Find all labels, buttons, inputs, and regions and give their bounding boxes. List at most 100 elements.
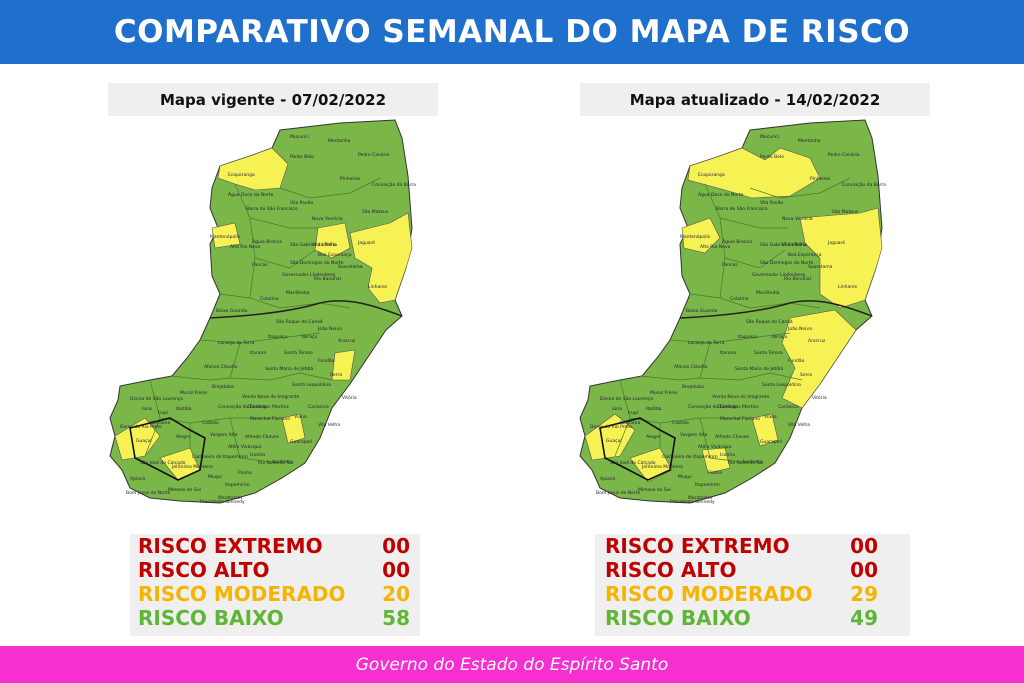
map-label: Pedro Canário: [358, 151, 390, 158]
stat-row-baixo: RISCO BAIXO 58: [130, 606, 420, 630]
map-label: Santa Leopoldina: [292, 382, 331, 388]
map-label: Vargem Alta: [680, 432, 708, 438]
moderate-zone-east: [799, 207, 883, 309]
stat-value: 20: [382, 582, 410, 606]
map-label: Marataízes: [688, 494, 713, 501]
map-label: Montanha: [798, 138, 821, 144]
map-label: Pancas: [252, 262, 268, 268]
map-label: Muqui: [208, 474, 222, 480]
map-label: Vitória: [812, 394, 827, 401]
map-label: Pedro Canário: [828, 151, 860, 158]
stat-label: RISCO BAIXO: [605, 606, 751, 630]
stat-value: 49: [850, 606, 878, 630]
map-label: Pinheiros: [810, 176, 831, 182]
map-label: Vila Valério: [312, 241, 337, 248]
map-label: Laranja da Terra: [218, 340, 255, 346]
map-label: Vargem Alta: [210, 432, 238, 438]
map-label: Serra: [800, 372, 812, 378]
stat-label: RISCO ALTO: [138, 558, 270, 582]
map-label: São Domingos do Norte: [290, 260, 344, 266]
map-label: Pancas: [722, 262, 738, 268]
map-label: Águia Branca: [252, 238, 282, 245]
map-label: Conceição do Castelo: [218, 404, 267, 410]
municipal-borders: [144, 177, 381, 464]
map-label: Rio Bananal: [314, 276, 341, 282]
moderate-zone-coast: [781, 309, 857, 409]
map-label: Itaguaçu: [268, 334, 288, 340]
map-label: Irupi: [628, 410, 638, 416]
map-label: Iúna: [612, 405, 622, 412]
map-label: São Mateus: [832, 209, 859, 215]
map-label: Rio Novo do Sul: [728, 460, 764, 466]
map-label: João Neiva: [787, 326, 812, 332]
map-label: Itaguaçu: [738, 334, 758, 340]
map-label: Linhares: [368, 284, 388, 290]
map-label: Atílio Vivácqua: [228, 443, 262, 450]
stat-label: RISCO BAIXO: [138, 606, 284, 630]
map-label: Boa Esperança: [318, 252, 352, 258]
map-label: Dores do Rio Preto: [590, 424, 632, 430]
moderate-zone-west: [681, 217, 721, 254]
map-label: Mantenópolis: [210, 233, 241, 240]
map-label: Alfredo Chaves: [245, 434, 280, 440]
map-label: Apiacá: [130, 475, 145, 482]
map-label: Santa Teresa: [754, 350, 783, 356]
map-label: Irupi: [158, 410, 168, 416]
map-label: Jerônimo Monteiro: [641, 463, 683, 470]
map-label: Santa Teresa: [284, 350, 313, 356]
map-label: Ibitirama: [620, 420, 640, 426]
map-label: Ponto Belo: [290, 154, 314, 160]
map-label: Iúna: [142, 405, 152, 412]
map-label: Venda Nova do Imigrante: [712, 394, 769, 400]
stat-value: 00: [850, 534, 878, 558]
map-label: Governador Lindenberg: [752, 272, 805, 278]
highlight-region-outline: [129, 417, 206, 481]
highlight-region-outline: [599, 417, 676, 481]
map-label: São Domingos do Norte: [760, 260, 814, 266]
map-label: Alegre: [176, 434, 191, 440]
municipal-borders: [614, 177, 851, 464]
map-label: Colatina: [730, 296, 749, 302]
map-label: Guaçuí: [136, 437, 152, 444]
map-label: Jerônimo Monteiro: [171, 463, 213, 470]
doce-river: [209, 300, 403, 319]
map-label: Mantenópolis: [680, 233, 711, 240]
map-label: Mimoso do Sul: [638, 487, 671, 493]
map-label: Domingos Martins: [248, 404, 289, 410]
map-label: Sooretama: [808, 264, 833, 270]
map-label: Ponto Belo: [760, 154, 784, 160]
map-label: Governador Lindenberg: [282, 272, 335, 278]
map-label: Água Doce do Norte: [698, 191, 744, 198]
map-label: Aracruz: [808, 338, 826, 344]
stat-label: RISCO EXTREMO: [138, 534, 323, 558]
map-label: Marataízes: [218, 494, 243, 501]
map-label: Mimoso do Sul: [168, 487, 201, 493]
map-label: São Gabriel da Palha: [760, 242, 807, 248]
map-label: Nova Venécia: [312, 215, 343, 222]
map-label: Muniz Freire: [650, 390, 677, 396]
map-label: Iconha: [720, 452, 735, 458]
map-label: Presidente Kennedy: [200, 499, 245, 505]
map-label: Aracruz: [338, 338, 356, 344]
map-label: Atílio Vivácqua: [698, 443, 732, 450]
stat-row-moderado: RISCO MODERADO 29: [595, 582, 910, 606]
state-map-group: [109, 119, 413, 504]
map-label: Pinheiros: [340, 176, 361, 182]
stat-row-alto: RISCO ALTO 00: [130, 558, 420, 582]
moderate-zone-southwest: [114, 417, 161, 461]
stat-row-alto: RISCO ALTO 00: [595, 558, 910, 582]
map-label: Alfredo Chaves: [715, 434, 750, 440]
map-label: Colatina: [260, 296, 279, 302]
map-label: Conceição da Barra: [842, 182, 886, 188]
map-label: Ibatiba: [176, 406, 192, 412]
map-label: Alto Rio Novo: [230, 244, 261, 250]
map-label: Muqui: [678, 474, 692, 480]
map-label: Cariacica: [308, 404, 329, 410]
map-label: São José do Calçado: [610, 459, 656, 466]
panel-updated-map: Mapa atualizado - 14/02/2022 Mucurici Mo…: [520, 80, 1000, 640]
map-label: Brejetuba: [682, 384, 704, 390]
map-label: Castelo: [202, 420, 219, 426]
map-label: Linhares: [838, 284, 858, 290]
map-label: Montanha: [328, 138, 351, 144]
map-label: Ibiraçu: [302, 334, 318, 340]
